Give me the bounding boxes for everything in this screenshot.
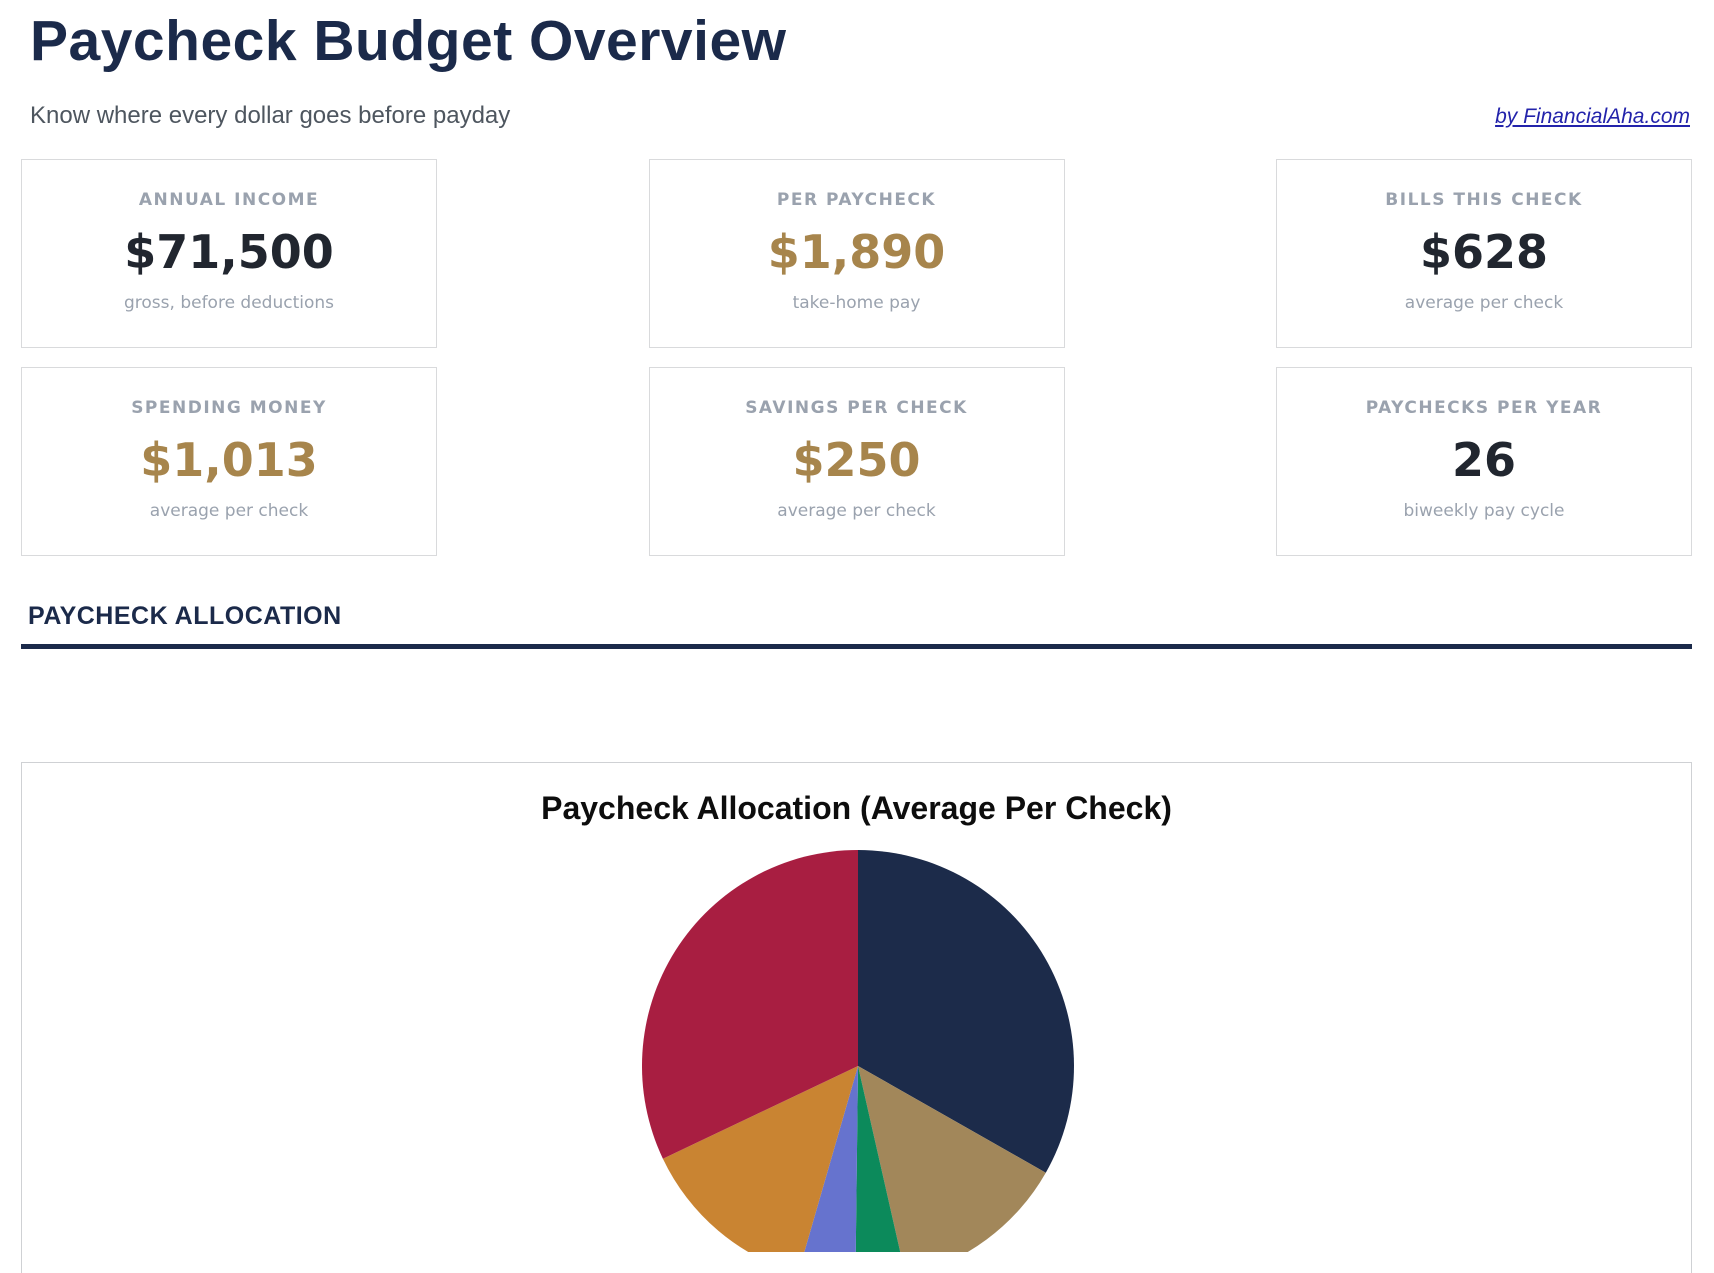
stat-label: PER PAYCHECK bbox=[776, 190, 937, 210]
stat-value: $71,500 bbox=[124, 225, 334, 279]
stat-card-bills-this-check: BILLS THIS CHECK $628 average per check bbox=[1276, 159, 1692, 348]
page-subtitle: Know where every dollar goes before payd… bbox=[30, 102, 511, 129]
stat-card-paychecks-per-year: PAYCHECKS PER YEAR 26 biweekly pay cycle bbox=[1276, 367, 1692, 556]
stat-note: average per check bbox=[777, 501, 936, 521]
stat-note: average per check bbox=[1404, 293, 1564, 313]
stat-note: average per check bbox=[149, 501, 309, 521]
stat-value: $628 bbox=[1419, 225, 1549, 279]
stat-label: PAYCHECKS PER YEAR bbox=[1365, 398, 1603, 418]
stat-note: take-home pay bbox=[792, 293, 921, 313]
stat-label: SAVINGS PER CHECK bbox=[745, 398, 968, 418]
page-title: Paycheck Budget Overview bbox=[30, 9, 787, 73]
stat-card-annual-income: ANNUAL INCOME $71,500 gross, before dedu… bbox=[21, 159, 437, 348]
stat-value: 26 bbox=[1451, 433, 1516, 487]
pie-slice-navy bbox=[858, 850, 1074, 1173]
stat-card-per-paycheck: PER PAYCHECK $1,890 take-home pay bbox=[648, 159, 1065, 348]
stat-label: ANNUAL INCOME bbox=[138, 190, 320, 210]
stat-label: SPENDING MONEY bbox=[131, 398, 327, 418]
pie-chart-card: Paycheck Allocation (Average Per Check) bbox=[21, 762, 1692, 1273]
stat-value: $250 bbox=[792, 433, 921, 487]
stat-note: biweekly pay cycle bbox=[1403, 501, 1565, 521]
pie-slice-crimson bbox=[642, 850, 858, 1159]
pie-slice-green bbox=[855, 1066, 901, 1252]
attribution-link[interactable]: by FinancialAha.com bbox=[1495, 105, 1690, 128]
stat-value: $1,013 bbox=[140, 433, 318, 487]
section-heading-paycheck-allocation: PAYCHECK ALLOCATION bbox=[28, 602, 342, 630]
section-divider bbox=[21, 644, 1692, 649]
stat-card-spending-money: SPENDING MONEY $1,013 average per check bbox=[21, 367, 437, 556]
pie-chart-svg bbox=[642, 850, 1074, 1252]
pie-chart-title: Paycheck Allocation (Average Per Check) bbox=[541, 790, 1172, 826]
stat-card-savings-per-check: SAVINGS PER CHECK $250 average per check bbox=[648, 367, 1065, 556]
stat-label: BILLS THIS CHECK bbox=[1385, 190, 1583, 210]
stat-note: gross, before deductions bbox=[123, 293, 335, 313]
pie-slice-orange bbox=[662, 1066, 858, 1252]
pie-chart bbox=[642, 850, 1074, 1252]
stat-value: $1,890 bbox=[767, 225, 946, 279]
stats-grid: ANNUAL INCOME $71,500 gross, before dedu… bbox=[21, 159, 1692, 556]
pie-slice-tan bbox=[858, 1066, 1046, 1252]
